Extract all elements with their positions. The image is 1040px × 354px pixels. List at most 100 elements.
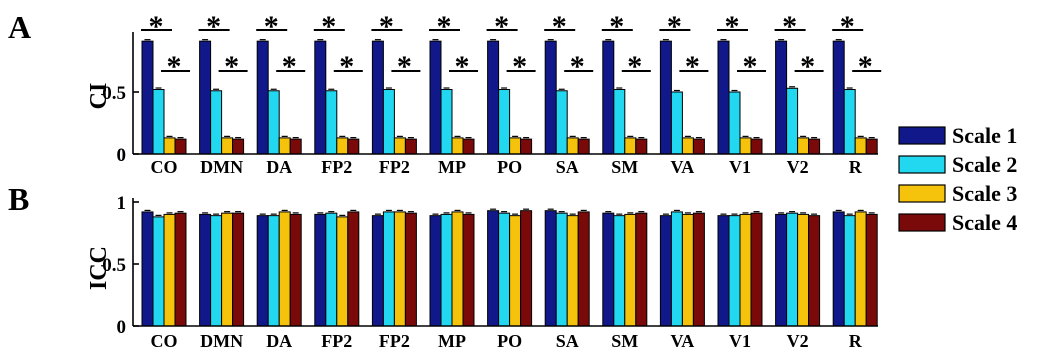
panel-b-ytick-label: 0 <box>117 317 127 338</box>
panel-b-bar <box>488 211 499 326</box>
panel-a-category-label: VA <box>671 157 695 177</box>
panel-b-bar <box>866 214 877 326</box>
panel-b-bar <box>211 216 222 326</box>
panel-a-bar <box>200 41 211 154</box>
panel-a-bar <box>222 138 233 154</box>
legend-label: Scale 2 <box>952 152 1017 177</box>
panel-a-bar <box>337 138 348 154</box>
panel-a-bar <box>142 41 153 154</box>
panel-a-bar <box>567 138 578 154</box>
panel-b-bars <box>142 209 877 326</box>
panel-a-bar <box>740 138 751 154</box>
panel-a-bar <box>383 90 394 154</box>
panel-a-category-label: V1 <box>729 157 751 177</box>
panel-a-bar <box>636 139 647 154</box>
panel-b: B ICC 00.51 CO DMN DA FP2 FP2 MP PO SA SM VA V1 V2 R <box>8 181 878 351</box>
panel-a-bar <box>463 139 474 154</box>
panel-b-bar <box>578 212 589 326</box>
panel-a-bar <box>153 90 164 154</box>
significance-star: * <box>667 10 682 43</box>
significance-star: * <box>627 50 642 83</box>
panel-a-bar <box>290 139 301 154</box>
panel-b-category-label: DA <box>266 331 292 351</box>
significance-star: * <box>379 10 394 43</box>
panel-b-bar <box>142 212 153 326</box>
panel-a-bar <box>866 139 877 154</box>
significance-star: * <box>455 50 470 83</box>
panel-a-bar <box>430 41 441 154</box>
significance-star: * <box>725 10 740 43</box>
panel-a-bar <box>268 91 279 154</box>
panel-a-bar <box>233 139 244 154</box>
significance-star: * <box>512 50 527 83</box>
panel-a-category-label: SM <box>611 157 638 177</box>
panel-b-bar <box>463 214 474 326</box>
panel-a-bar <box>578 139 589 154</box>
panel-a-bar <box>671 92 682 154</box>
panel-b-bar <box>222 213 233 326</box>
panel-b-bar <box>740 214 751 326</box>
panel-a-bar <box>521 139 532 154</box>
panel-a-category-label: MP <box>438 157 466 177</box>
panel-b-bar <box>833 212 844 326</box>
panel-a-bar <box>372 41 383 154</box>
significance-star: * <box>282 50 297 83</box>
panel-b-category-label: CO <box>151 331 178 351</box>
significance-star: * <box>206 10 221 43</box>
panel-a-bar <box>545 41 556 154</box>
panel-b-xlabels: CO DMN DA FP2 FP2 MP PO SA SM VA V1 V2 R <box>151 331 863 351</box>
significance-star: * <box>782 10 797 43</box>
panel-b-category-label: V1 <box>729 331 751 351</box>
panel-a-bar <box>441 90 452 154</box>
panel-a-category-label: DMN <box>200 157 243 177</box>
panel-a-bar <box>614 90 625 154</box>
panel-a-bar <box>348 139 359 154</box>
panel-a-bar <box>510 138 521 154</box>
panel-b-bar <box>625 214 636 326</box>
panel-b-bar <box>452 212 463 326</box>
panel-b-bar <box>233 213 244 326</box>
panel-a-significance: ************************** <box>141 10 881 83</box>
panel-a-category-label: CO <box>151 157 178 177</box>
panel-a-bar <box>499 90 510 154</box>
significance-star: * <box>743 50 758 83</box>
panel-a-bar <box>315 41 326 154</box>
panel-a-bar <box>452 138 463 154</box>
panel-a-bar <box>844 90 855 154</box>
panel-b-bar <box>430 216 441 326</box>
panel-a-bar <box>211 91 222 154</box>
panel-b-bar <box>567 216 578 326</box>
significance-star: * <box>167 50 182 83</box>
panel-b-bar <box>405 213 416 326</box>
panel-b-category-label: R <box>849 331 863 351</box>
panel-b-bar <box>279 212 290 326</box>
panel-b-bar <box>751 213 762 326</box>
panel-a-bar <box>326 91 337 154</box>
significance-star: * <box>149 10 164 43</box>
panel-b-bar <box>175 213 186 326</box>
panel-a-bar <box>660 41 671 154</box>
panel-a-category-label: R <box>849 157 863 177</box>
panel-b-bar <box>372 216 383 326</box>
panel-b-category-label: DMN <box>200 331 243 351</box>
significance-star: * <box>800 50 815 83</box>
panel-b-bar <box>693 213 704 326</box>
panel-b-bar <box>290 214 301 326</box>
panel-a-bar <box>405 139 416 154</box>
panel-a-bar <box>833 41 844 154</box>
panel-b-ytick-label: 0.5 <box>102 255 126 276</box>
legend-swatch <box>899 156 945 173</box>
legend-label: Scale 3 <box>952 181 1017 206</box>
significance-star: * <box>552 10 567 43</box>
panel-b-category-label: V2 <box>787 331 809 351</box>
panel-b-category-label: SA <box>556 331 579 351</box>
panel-a-bars <box>142 40 877 154</box>
panel-a-bar <box>682 138 693 154</box>
panel-b-bar <box>268 216 279 326</box>
legend-swatch <box>899 185 945 202</box>
panel-a: A CI 00.5 ************************** CO D… <box>8 9 881 177</box>
panel-b-bar <box>153 217 164 326</box>
panel-a-bar <box>693 139 704 154</box>
legend-swatch <box>899 214 945 231</box>
